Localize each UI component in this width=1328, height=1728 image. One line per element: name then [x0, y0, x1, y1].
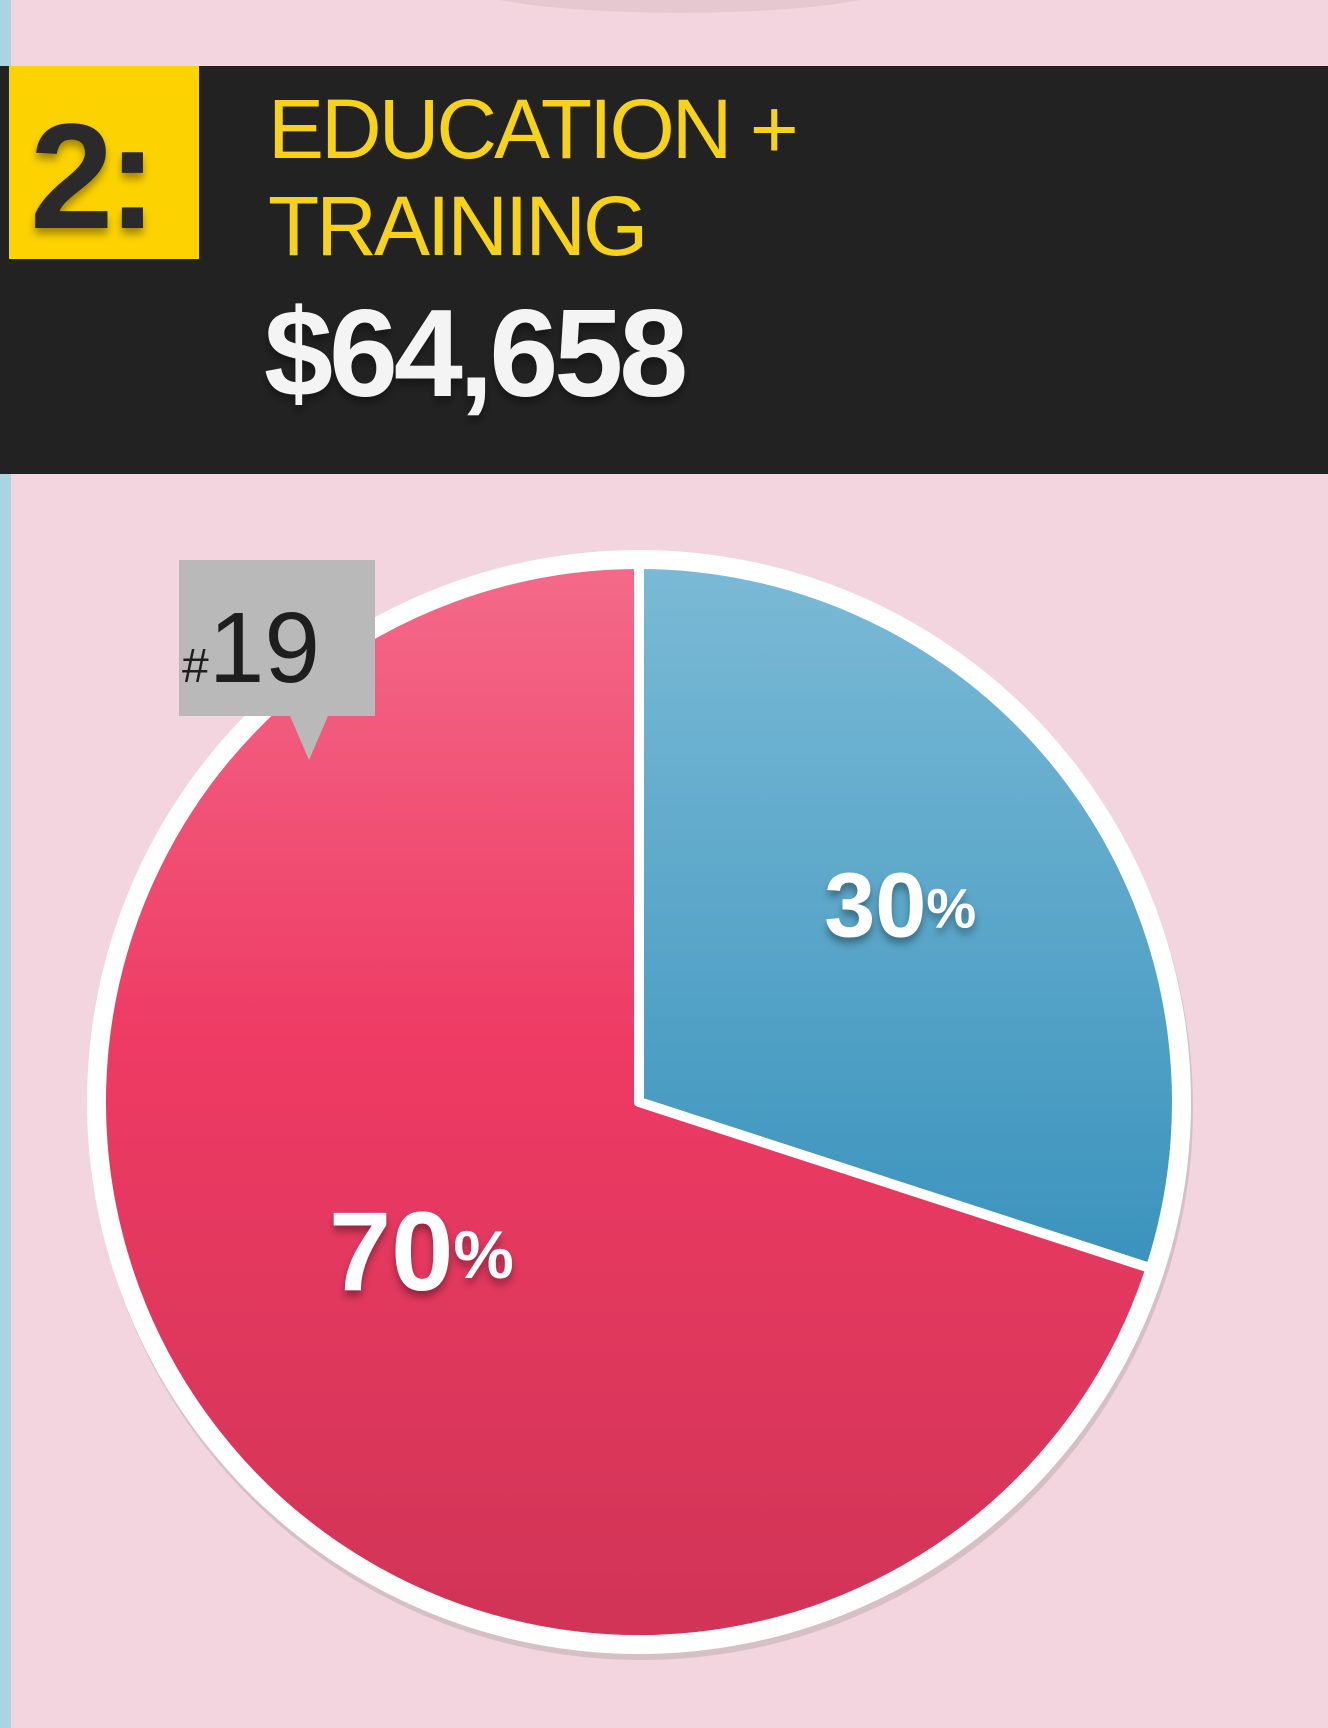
badge: #19 — [179, 560, 375, 760]
pie-labels: 30% 70% — [329, 855, 976, 1314]
badge-text: #19 — [182, 592, 320, 704]
badge-pointer — [290, 716, 328, 760]
value-label: 70% — [329, 1189, 514, 1314]
side-stripe — [0, 0, 11, 1728]
rank-box — [9, 66, 199, 259]
pie — [96, 559, 1182, 1645]
title-line: TRAINING — [268, 179, 645, 273]
rank-number: 2: — [30, 92, 151, 260]
previous-chart-edge — [500, 0, 860, 13]
header-band — [0, 66, 1328, 474]
value-label: 30% — [824, 855, 976, 957]
title-line: EDUCATION + — [268, 82, 796, 176]
amount: $64,658 — [264, 285, 685, 423]
pie-slice — [634, 559, 1182, 1274]
badge-box — [179, 560, 375, 716]
